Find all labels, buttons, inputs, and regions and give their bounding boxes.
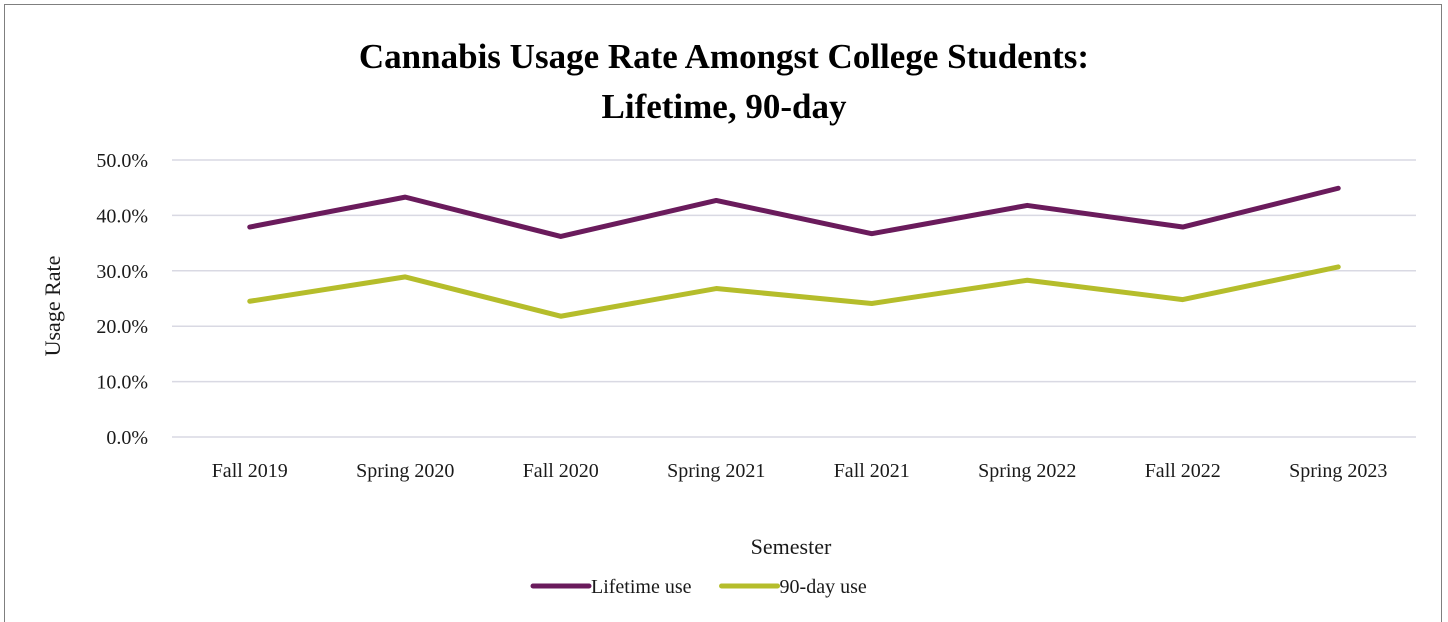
legend: Lifetime use 90-day use (530, 576, 867, 598)
y-axis-title: Usage Rate (40, 256, 65, 357)
x-tick-label: Fall 2021 (834, 460, 910, 482)
y-tick-label: 0.0% (106, 427, 148, 449)
series-line-1 (247, 264, 1341, 319)
x-tick-label: Fall 2020 (523, 460, 599, 482)
chart-title-line-1: Cannabis Usage Rate Amongst College Stud… (358, 37, 1090, 76)
x-axis-title: Semester (751, 534, 832, 559)
chart-title-line-2: Lifetime, 90-day (601, 87, 847, 126)
x-axis-ticks: Fall 2019 Spring 2020 Fall 2020 Spring 2021… (212, 460, 1388, 482)
y-axis-ticks: 0.0% 10.0% 20.0% 30.0% 40.0% 50.0% (96, 150, 148, 449)
gridlines (172, 159, 1416, 438)
x-tick-label: Spring 2023 (1289, 460, 1387, 482)
x-tick-label: Spring 2020 (356, 460, 454, 482)
y-tick-label: 10.0% (96, 372, 148, 394)
x-tick-label: Fall 2022 (1145, 460, 1221, 482)
y-tick-label: 50.0% (96, 150, 148, 172)
y-tick-label: 20.0% (96, 316, 148, 338)
x-tick-label: Spring 2022 (978, 460, 1076, 482)
x-tick-label: Fall 2019 (212, 460, 288, 482)
x-tick-label: Spring 2021 (667, 460, 765, 482)
y-tick-label: 30.0% (96, 261, 148, 283)
series-lines (247, 185, 1341, 319)
legend-label-0: Lifetime use (591, 576, 692, 598)
series-line-0 (247, 185, 1341, 239)
legend-label-1: 90-day use (780, 576, 867, 598)
y-tick-label: 40.0% (96, 205, 148, 227)
chart-frame (4, 4, 1442, 622)
